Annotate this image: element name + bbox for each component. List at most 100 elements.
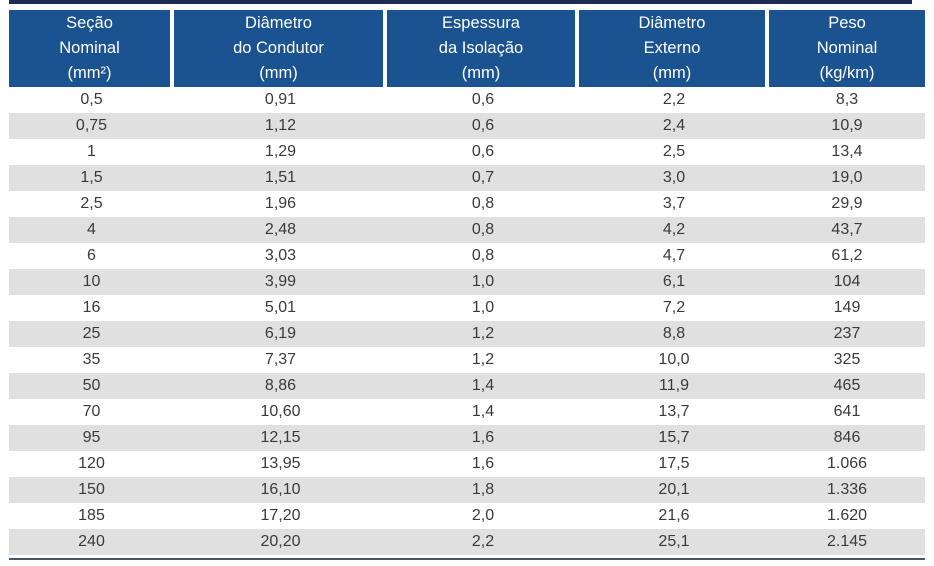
header-line: Diâmetro (245, 14, 312, 32)
cell-espessura-isolacao: 1,2 (387, 321, 579, 347)
cell-diametro-condutor: 2,48 (174, 217, 387, 243)
cell-diametro-condutor: 17,20 (260, 507, 301, 524)
cell-espessura-isolacao: 1,6 (471, 455, 495, 472)
cell-secao-nominal: 1,5 (9, 165, 174, 191)
table-bottom-border (9, 558, 925, 560)
table-row: 185 17,20 2,0 21,6 1.620 (9, 503, 925, 529)
cell-secao-nominal: 95 (9, 425, 174, 451)
cell-diametro-condutor: 1,12 (174, 113, 387, 139)
cell-diametro-externo: 25,1 (579, 529, 769, 555)
cell-diametro-externo: 7,2 (662, 299, 686, 316)
cell-diametro-externo: 10,0 (658, 351, 690, 368)
header-line: Peso (828, 14, 866, 32)
cell-diametro-externo: 2,2 (662, 91, 686, 108)
cell-espessura-isolacao: 2,2 (387, 529, 579, 555)
cell-diametro-externo: 13,7 (658, 403, 690, 420)
cell-peso-nominal: 10,9 (769, 113, 925, 139)
table-row: 25 6,19 1,2 8,8 237 (9, 321, 925, 347)
cell-diametro-condutor: 7,37 (264, 351, 297, 368)
header-row: Seção Nominal (mm²) Diâmetro do Condutor (mm)… (9, 10, 925, 87)
cell-diametro-condutor: 3,99 (174, 269, 387, 295)
header-line: (kg/km) (819, 64, 875, 82)
cell-peso-nominal: 29,9 (831, 195, 863, 212)
cell-secao-nominal: 0,5 (80, 91, 103, 108)
cell-secao-nominal: 185 (78, 507, 105, 524)
cell-secao-nominal: 10 (9, 269, 174, 295)
table-row: 50 8,86 1,4 11,9 465 (9, 373, 925, 399)
header-line: Nominal (816, 39, 878, 57)
cell-diametro-externo: 2,4 (579, 113, 769, 139)
cell-espessura-isolacao: 1,0 (387, 269, 579, 295)
header-line: (mm²) (67, 64, 112, 82)
header-line: Espessura (442, 14, 520, 32)
cell-secao-nominal: 16 (82, 299, 101, 316)
cell-diametro-externo: 2,5 (662, 143, 686, 160)
table-row: 4 2,48 0,8 4,2 43,7 (9, 217, 925, 243)
cell-peso-nominal: 8,3 (835, 91, 859, 108)
cell-peso-nominal: 61,2 (831, 247, 863, 264)
header-line: da Isolação (438, 39, 524, 57)
cell-peso-nominal: 19,0 (769, 165, 925, 191)
cell-peso-nominal: 325 (833, 351, 861, 368)
cell-secao-nominal: 6 (87, 247, 96, 264)
table-row: 1 1,29 0,6 2,5 13,4 (9, 139, 925, 165)
cell-diametro-externo: 21,6 (658, 507, 690, 524)
cell-diametro-externo: 8,8 (579, 321, 769, 347)
table-row: 0,75 1,12 0,6 2,4 10,9 (9, 113, 925, 139)
cell-secao-nominal: 50 (9, 373, 174, 399)
cell-diametro-externo: 4,2 (579, 217, 769, 243)
cell-espessura-isolacao: 0,6 (471, 143, 495, 160)
table-row: 0,5 0,91 0,6 2,2 8,3 (9, 87, 925, 113)
cell-diametro-externo: 6,1 (579, 269, 769, 295)
cell-diametro-externo: 20,1 (579, 477, 769, 503)
cell-espessura-isolacao: 1,8 (387, 477, 579, 503)
column-header-secao-nominal: Seção Nominal (mm²) (9, 10, 174, 87)
cell-peso-nominal: 237 (769, 321, 925, 347)
cell-peso-nominal: 1.336 (769, 477, 925, 503)
header-line: do Condutor (233, 39, 324, 57)
cell-secao-nominal: 0,75 (9, 113, 174, 139)
cell-diametro-externo: 3,7 (662, 195, 686, 212)
cable-spec-table: Seção Nominal (mm²) Diâmetro do Condutor (mm)… (9, 10, 925, 555)
cell-diametro-condutor: 5,01 (264, 299, 297, 316)
cell-secao-nominal: 240 (9, 529, 174, 555)
cell-espessura-isolacao: 1,4 (387, 373, 579, 399)
cell-espessura-isolacao: 1,4 (471, 403, 495, 420)
header-line: Seção (66, 14, 113, 32)
cell-diametro-condutor: 1,96 (264, 195, 297, 212)
cell-diametro-condutor: 13,95 (260, 455, 301, 472)
cell-diametro-externo: 17,5 (658, 455, 690, 472)
cell-diametro-condutor: 8,86 (174, 373, 387, 399)
cell-diametro-condutor: 10,60 (260, 403, 301, 420)
cell-secao-nominal: 1 (87, 143, 96, 160)
cell-peso-nominal: 1.620 (826, 507, 868, 524)
table-row: 120 13,95 1,6 17,5 1.066 (9, 451, 925, 477)
cell-diametro-condutor: 12,15 (174, 425, 387, 451)
cell-espessura-isolacao: 0,7 (387, 165, 579, 191)
cell-espessura-isolacao: 1,6 (387, 425, 579, 451)
cell-peso-nominal: 465 (769, 373, 925, 399)
table-row: 2,5 1,96 0,8 3,7 29,9 (9, 191, 925, 217)
cell-diametro-condutor: 3,03 (264, 247, 297, 264)
cell-espessura-isolacao: 0,6 (471, 91, 495, 108)
cell-espessura-isolacao: 0,8 (471, 247, 495, 264)
table-row: 10 3,99 1,0 6,1 104 (9, 269, 925, 295)
table-row: 70 10,60 1,4 13,7 641 (9, 399, 925, 425)
table-row: 16 5,01 1,0 7,2 149 (9, 295, 925, 321)
header-line: (mm) (652, 64, 692, 82)
column-header-espessura-isolacao: Espessura da Isolação (mm) (387, 10, 579, 87)
cell-espessura-isolacao: 1,0 (471, 299, 495, 316)
cell-diametro-externo: 11,9 (579, 373, 769, 399)
header-line: (mm) (259, 64, 298, 82)
cell-diametro-externo: 15,7 (579, 425, 769, 451)
column-header-diametro-condutor: Diâmetro do Condutor (mm) (174, 10, 387, 87)
table-row: 150 16,10 1,8 20,1 1.336 (9, 477, 925, 503)
cell-peso-nominal: 2.145 (769, 529, 925, 555)
table-row: 35 7,37 1,2 10,0 325 (9, 347, 925, 373)
table-row: 6 3,03 0,8 4,7 61,2 (9, 243, 925, 269)
cell-diametro-condutor: 20,20 (174, 529, 387, 555)
cell-secao-nominal: 25 (9, 321, 174, 347)
cell-secao-nominal: 70 (82, 403, 101, 420)
table-top-border (9, 0, 912, 4)
